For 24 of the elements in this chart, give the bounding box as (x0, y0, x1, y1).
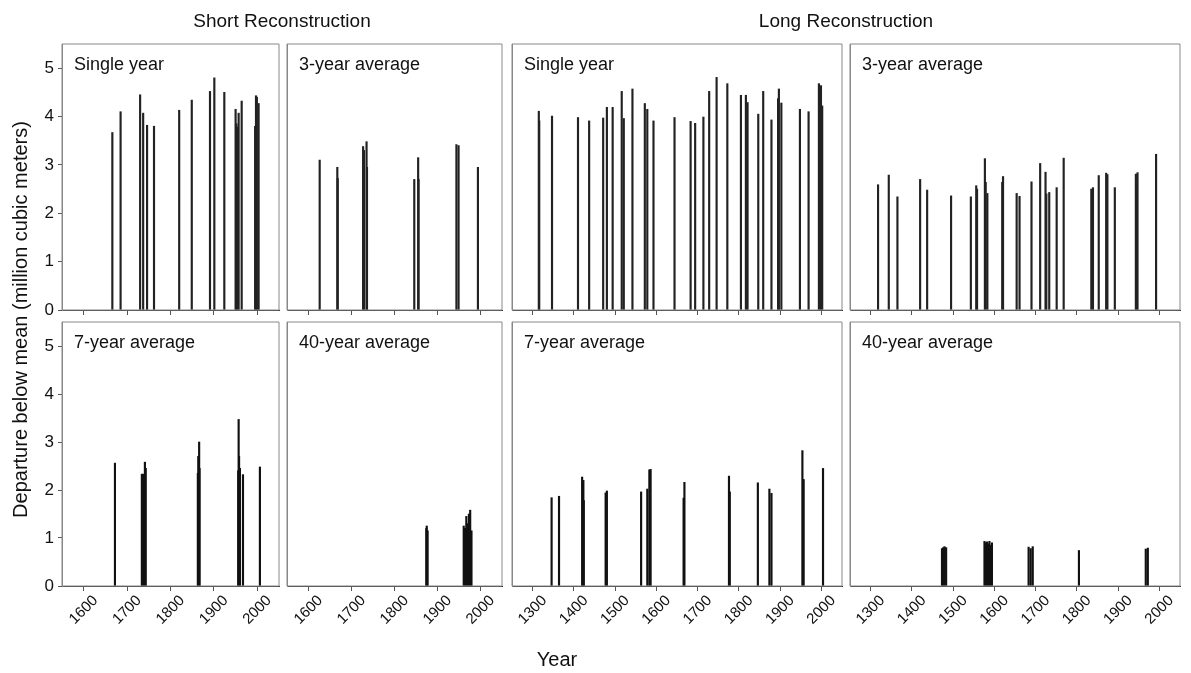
y-tick-label: 5 (44, 335, 54, 355)
text: 3-year average (299, 53, 421, 74)
y-tick-label: 1 (44, 251, 54, 271)
y-tick-label: 3 (44, 431, 54, 451)
chart-subtitle: Short Reconstruction (192, 10, 372, 32)
text: 7-year average (524, 331, 646, 352)
y-tick-label: 2 (44, 479, 54, 499)
text: 3-year average (862, 53, 984, 74)
text: Single year (524, 53, 615, 74)
y-tick-label: 0 (44, 575, 54, 595)
y-tick-label: 5 (44, 57, 54, 77)
chart-subtitle: Long Reconstruction (757, 10, 935, 32)
y-tick-label: 4 (44, 383, 54, 403)
text: 7-year average (74, 331, 196, 352)
x-axis-title: Year (535, 648, 579, 671)
text: 40-year average (862, 331, 994, 352)
y-tick-label: 3 (44, 154, 54, 174)
text: Single year (74, 53, 165, 74)
y-tick-label: 1 (44, 527, 54, 547)
y-tick-label: 0 (44, 299, 54, 319)
text: 40-year average (299, 331, 431, 352)
y-tick-label: 2 (44, 202, 54, 222)
y-tick-label: 4 (44, 106, 54, 126)
y-axis-title: Departure below mean (million cubic meters) (8, 120, 32, 520)
